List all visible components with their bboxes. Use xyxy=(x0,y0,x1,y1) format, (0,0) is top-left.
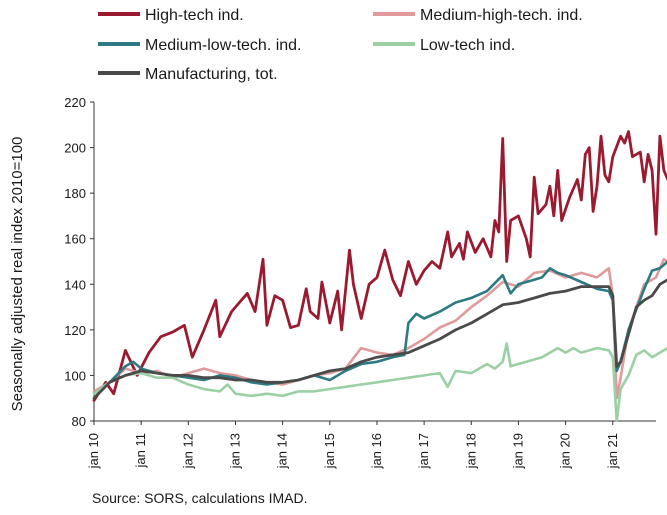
legend: High-tech ind. Medium-high-tech. ind. Medi… xyxy=(98,7,583,83)
x-tick-labels: jan 10 jan 11 jan 12 jan 13 jan 14 jan 15 jan … xyxy=(86,433,620,469)
legend-label: Medium-low-tech. ind. xyxy=(145,37,302,54)
x-tick-label: jan 12 xyxy=(180,433,195,469)
x-tick-label: jan 15 xyxy=(322,433,337,469)
x-tick-label: jan 14 xyxy=(275,433,290,469)
y-tick-label: 100 xyxy=(64,368,86,383)
y-tick-label: 160 xyxy=(64,232,86,247)
y-tick-label: 80 xyxy=(72,414,86,429)
legend-label: Manufacturing, tot. xyxy=(145,66,278,83)
series-line-3 xyxy=(92,342,667,423)
series-line-0 xyxy=(92,130,667,402)
x-tick-label: jan 19 xyxy=(510,433,525,469)
x-tick-label: jan 11 xyxy=(133,433,148,468)
x-tick-label: jan 10 xyxy=(86,433,101,469)
x-tick-label: jan 20 xyxy=(558,433,573,469)
y-tick-label: 140 xyxy=(64,277,86,292)
series-lines xyxy=(92,130,667,423)
y-tick-label: 220 xyxy=(64,95,86,110)
x-tick-label: jan 21 xyxy=(605,433,620,469)
y-axis-label: Seasonally adjusted real index 2010=100 xyxy=(9,137,26,412)
axes xyxy=(90,101,656,425)
legend-label: Medium-high-tech. ind. xyxy=(420,7,583,24)
legend-label: High-tech ind. xyxy=(145,7,244,24)
x-tick-label: jan 18 xyxy=(463,433,478,469)
series-line-4 xyxy=(92,278,667,400)
x-tick-label: jan 16 xyxy=(369,433,384,469)
legend-label: Low-tech ind. xyxy=(420,37,515,54)
y-tick-label: 180 xyxy=(64,186,86,201)
x-tick-label: jan 17 xyxy=(416,433,431,469)
x-tick-label: jan 13 xyxy=(227,433,242,469)
source-note: Source: SORS, calculations IMAD. xyxy=(92,490,308,506)
y-tick-label: 200 xyxy=(64,141,86,156)
y-tick-labels: 80 100 120 140 160 180 200 220 xyxy=(64,95,86,429)
y-tick-label: 120 xyxy=(64,323,86,338)
